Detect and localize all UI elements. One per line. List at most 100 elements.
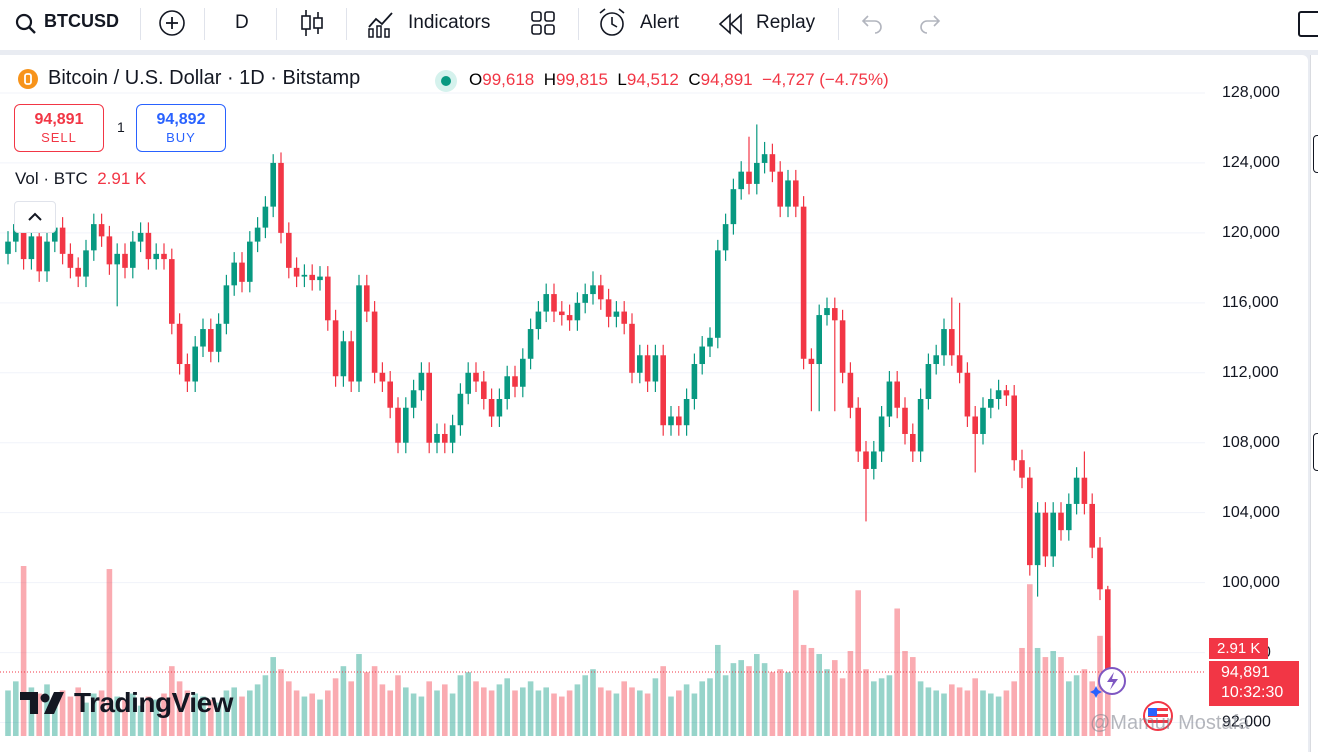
volume-bar bbox=[442, 684, 448, 736]
volume-bar bbox=[1003, 690, 1010, 736]
candle-body bbox=[379, 372, 386, 382]
candle-body bbox=[371, 311, 378, 373]
volume-bar bbox=[161, 693, 167, 736]
volume-bar bbox=[582, 675, 588, 736]
candle-body bbox=[215, 323, 222, 352]
candle-icon[interactable] bbox=[298, 8, 326, 38]
candle-body bbox=[1003, 390, 1010, 396]
buy-label: BUY bbox=[166, 130, 196, 145]
volume-bar bbox=[535, 690, 542, 736]
volume-bar bbox=[824, 669, 830, 736]
replay[interactable]: Replay bbox=[756, 12, 816, 33]
volume-bar bbox=[785, 672, 791, 736]
candle-body bbox=[730, 189, 737, 225]
volume-bar bbox=[956, 687, 963, 736]
volume-bar bbox=[145, 696, 152, 736]
volume-bar bbox=[122, 699, 128, 736]
volume-bar bbox=[691, 693, 698, 736]
candle-body bbox=[254, 227, 261, 242]
volume-bar bbox=[512, 690, 518, 736]
volume-bar bbox=[1034, 647, 1041, 736]
indicators[interactable]: Indicators bbox=[408, 12, 491, 33]
side-button[interactable] bbox=[1313, 433, 1318, 471]
volume-bar bbox=[465, 672, 471, 736]
candle-body bbox=[527, 329, 534, 359]
add-icon[interactable] bbox=[158, 9, 188, 39]
volume-bar bbox=[410, 693, 417, 736]
replay-icon[interactable] bbox=[717, 12, 745, 36]
volume-bar bbox=[590, 669, 596, 736]
volume-bar bbox=[925, 687, 932, 736]
candle-body bbox=[949, 329, 955, 356]
volume-bar bbox=[98, 690, 105, 736]
ohlc-value: 94,891 bbox=[700, 70, 753, 89]
volume-bar bbox=[114, 696, 120, 736]
candle-body bbox=[543, 294, 549, 312]
volume-bar bbox=[371, 666, 378, 736]
volume-bar bbox=[777, 669, 783, 736]
flash-icon[interactable] bbox=[1090, 662, 1132, 704]
volume-bar bbox=[730, 663, 737, 736]
candle-body bbox=[551, 294, 557, 312]
alert[interactable]: Alert bbox=[640, 12, 680, 33]
y-tick-label: 100,000 bbox=[1222, 574, 1280, 591]
candle-body bbox=[598, 285, 604, 300]
candle-body bbox=[964, 372, 971, 417]
undo-icon[interactable] bbox=[860, 12, 886, 34]
candle-body bbox=[488, 399, 495, 417]
candle-body bbox=[418, 372, 425, 391]
collapse-button[interactable] bbox=[14, 201, 56, 233]
volume-bar bbox=[317, 699, 323, 736]
flag-icon bbox=[1143, 701, 1173, 731]
candle-body bbox=[1042, 512, 1049, 557]
volume-bar bbox=[715, 644, 721, 736]
volume-bar bbox=[917, 681, 924, 736]
candle-body bbox=[426, 372, 432, 443]
volume-bar bbox=[676, 690, 682, 736]
search-icon[interactable] bbox=[14, 12, 38, 36]
indicators-icon[interactable] bbox=[366, 9, 396, 39]
volume-bar bbox=[605, 690, 612, 736]
candle-body bbox=[434, 433, 440, 443]
candle-body bbox=[793, 180, 799, 207]
candle-body bbox=[754, 162, 760, 184]
candle-body bbox=[800, 206, 807, 359]
volume-bar bbox=[621, 681, 627, 736]
candle-body bbox=[465, 372, 471, 394]
volume-bar bbox=[832, 660, 838, 736]
fullscreen-button[interactable] bbox=[1298, 11, 1318, 37]
alert-icon[interactable] bbox=[597, 7, 629, 39]
volume-bar bbox=[91, 693, 97, 736]
candle-body bbox=[863, 451, 869, 469]
layouts-icon[interactable] bbox=[530, 10, 558, 38]
candle-body bbox=[738, 171, 744, 190]
interval[interactable]: D bbox=[235, 12, 249, 33]
candle-body bbox=[941, 329, 947, 356]
candle-body bbox=[223, 285, 230, 324]
volume-bar bbox=[543, 687, 549, 736]
volume-badge: 2.91 K bbox=[1209, 638, 1269, 659]
sell-button[interactable]: 94,891 SELL bbox=[14, 104, 104, 152]
side-button[interactable] bbox=[1313, 135, 1318, 173]
volume-bar bbox=[83, 702, 89, 736]
candle-body bbox=[808, 358, 815, 365]
candle-body bbox=[481, 381, 487, 399]
candle-body bbox=[262, 206, 269, 228]
volume-bar bbox=[36, 693, 42, 736]
symbol-title: Bitcoin / U.S. Dollar · 1D · Bitstamp bbox=[48, 67, 361, 89]
buy-button[interactable]: 94,892 BUY bbox=[136, 104, 226, 152]
candle-body bbox=[1081, 477, 1088, 504]
volume-bar bbox=[208, 699, 214, 736]
volume-bar bbox=[754, 654, 760, 736]
volume-bar bbox=[613, 693, 620, 736]
volume-bar bbox=[988, 693, 994, 736]
redo-icon[interactable] bbox=[916, 12, 942, 34]
candle-body bbox=[902, 407, 908, 434]
buy-price: 94,892 bbox=[156, 111, 206, 128]
candle-body bbox=[535, 311, 542, 330]
candle-body bbox=[722, 224, 729, 251]
volume-bar bbox=[176, 681, 183, 736]
symbol[interactable]: BTCUSD bbox=[44, 11, 119, 31]
volume-bar bbox=[403, 687, 409, 736]
